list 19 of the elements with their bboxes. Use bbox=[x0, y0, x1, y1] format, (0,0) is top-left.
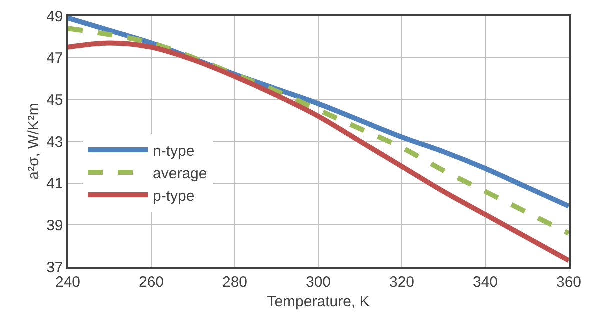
x-tick-label: 360 bbox=[556, 274, 582, 291]
y-tick-label: 43 bbox=[46, 134, 64, 151]
legend-label: p-type bbox=[153, 188, 195, 205]
y-tick-label: 47 bbox=[46, 50, 64, 68]
x-tick-label: 320 bbox=[389, 274, 415, 291]
x-axis-title: Temperature, K bbox=[267, 293, 370, 310]
x-tick-label: 280 bbox=[222, 274, 248, 291]
x-tick-label: 300 bbox=[306, 274, 332, 291]
y-tick-label: 41 bbox=[46, 176, 64, 193]
y-tick-label: 39 bbox=[46, 217, 64, 234]
x-tick-label: 260 bbox=[138, 274, 164, 291]
legend-label: average bbox=[153, 165, 208, 182]
y-tick-label: 49 bbox=[46, 8, 64, 26]
x-tick-label: 340 bbox=[472, 274, 498, 291]
legend-label: n-type bbox=[153, 142, 195, 160]
y-axis-title: a²σ, W/K²m bbox=[25, 103, 42, 180]
x-tick-label: 240 bbox=[55, 274, 81, 291]
y-tick-label: 45 bbox=[46, 92, 64, 109]
y-tick-label: 37 bbox=[46, 259, 64, 276]
